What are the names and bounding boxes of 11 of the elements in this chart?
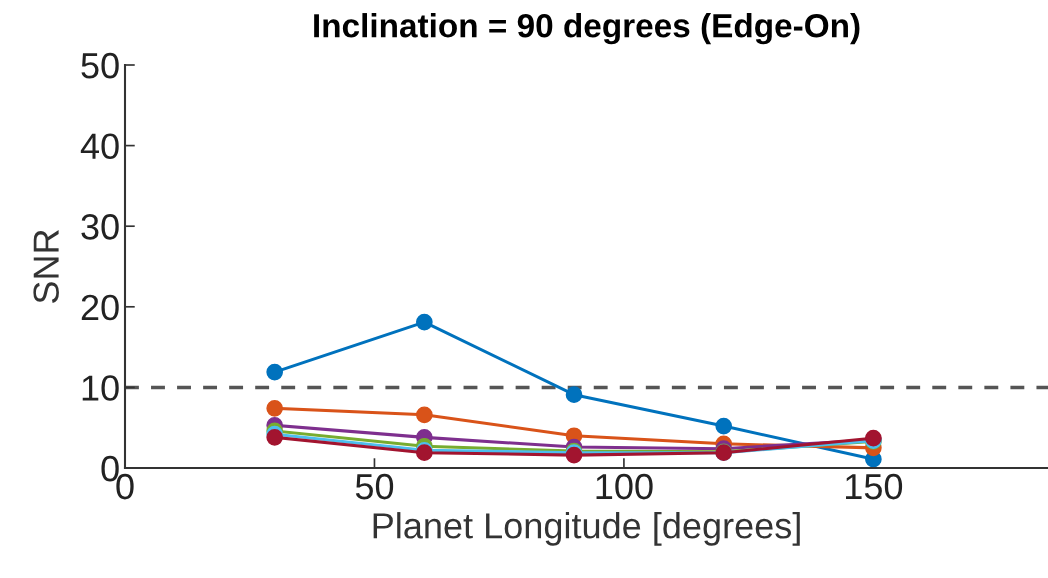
- y-tick-label: 10: [82, 375, 119, 401]
- chart-title: Inclination = 90 degrees (Edge-On): [314, 13, 860, 45]
- y-axis-title: SNR: [33, 230, 59, 303]
- y-tick-label: 50: [81, 52, 119, 79]
- y-tick-label: 20: [81, 294, 119, 321]
- x-axis-title: Planet Longitude [degrees]: [373, 512, 800, 546]
- x-tick-label: 150: [846, 473, 903, 500]
- y-tick-label: 30: [81, 214, 119, 240]
- x-tick-label: 50: [355, 473, 394, 500]
- x-tick-label: 100: [596, 473, 653, 500]
- y-tick-label: 40: [80, 133, 119, 160]
